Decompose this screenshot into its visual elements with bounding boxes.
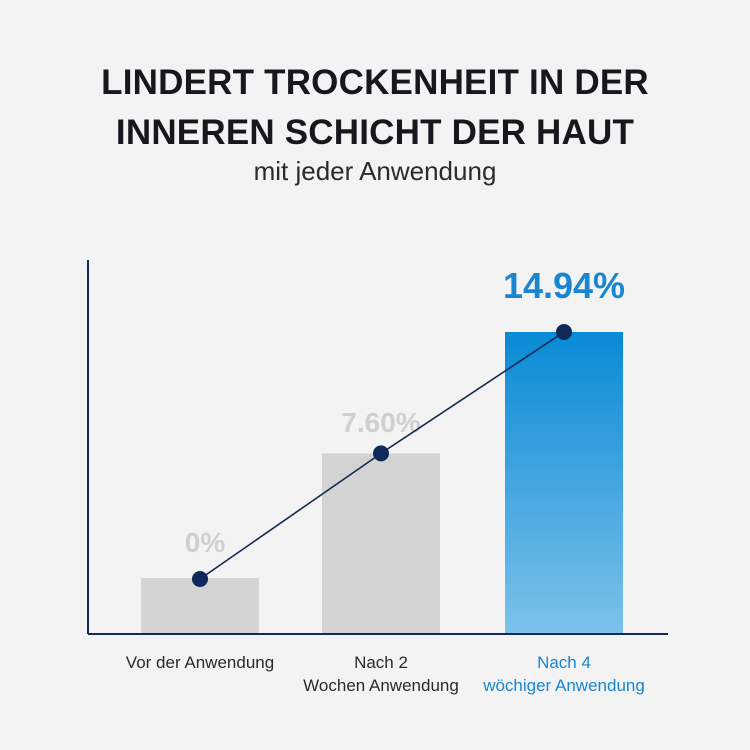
chart-subtitle: mit jeder Anwendung [253,156,497,186]
bar-2 [322,453,440,634]
value-label-1: 0% [185,527,226,558]
chart-title-line-2: INNEREN SCHICHT DER HAUT [115,113,635,152]
category-label-3-line-2: wöchiger Anwendung [482,676,645,695]
bar-3 [505,332,623,634]
trend-marker-1 [192,571,208,587]
category-label-3-line-1: Nach 4 [537,653,591,672]
value-label-3: 14.94% [503,265,625,306]
category-label-1-line-1: Vor der Anwendung [126,653,274,672]
trend-marker-2 [373,445,389,462]
value-label-2: 7.60% [341,407,420,438]
chart-title-line-1: LINDERT TROCKENHEIT IN DER [101,63,649,102]
chart-title: LINDERT TROCKENHEIT IN DER INNEREN SCHIC… [0,58,750,158]
trend-marker-3 [556,324,572,340]
category-label-2-line-1: Nach 2 [354,653,408,672]
category-label-2-line-2: Wochen Anwendung [303,676,459,695]
bar-1 [141,578,259,634]
